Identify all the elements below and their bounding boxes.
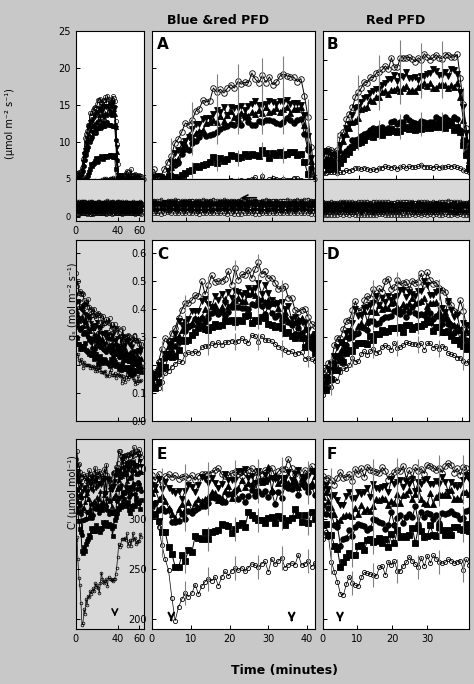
Text: gₛ (mol m⁻² s⁻¹): gₛ (mol m⁻² s⁻¹) (68, 262, 79, 340)
Text: Red PFD: Red PFD (366, 14, 425, 27)
Text: F: F (327, 447, 337, 462)
Text: A: A (157, 37, 169, 52)
Text: D: D (327, 247, 339, 262)
Text: Cᴵ (μmol mol⁻¹): Cᴵ (μmol mol⁻¹) (68, 456, 79, 529)
Text: C: C (157, 247, 168, 262)
Text: (μmol m⁻² s⁻¹): (μmol m⁻² s⁻¹) (5, 88, 15, 159)
Text: B: B (327, 37, 338, 52)
Text: Blue &red PFD: Blue &red PFD (167, 14, 269, 27)
Text: E: E (157, 447, 167, 462)
Text: Time (minutes): Time (minutes) (231, 663, 338, 676)
